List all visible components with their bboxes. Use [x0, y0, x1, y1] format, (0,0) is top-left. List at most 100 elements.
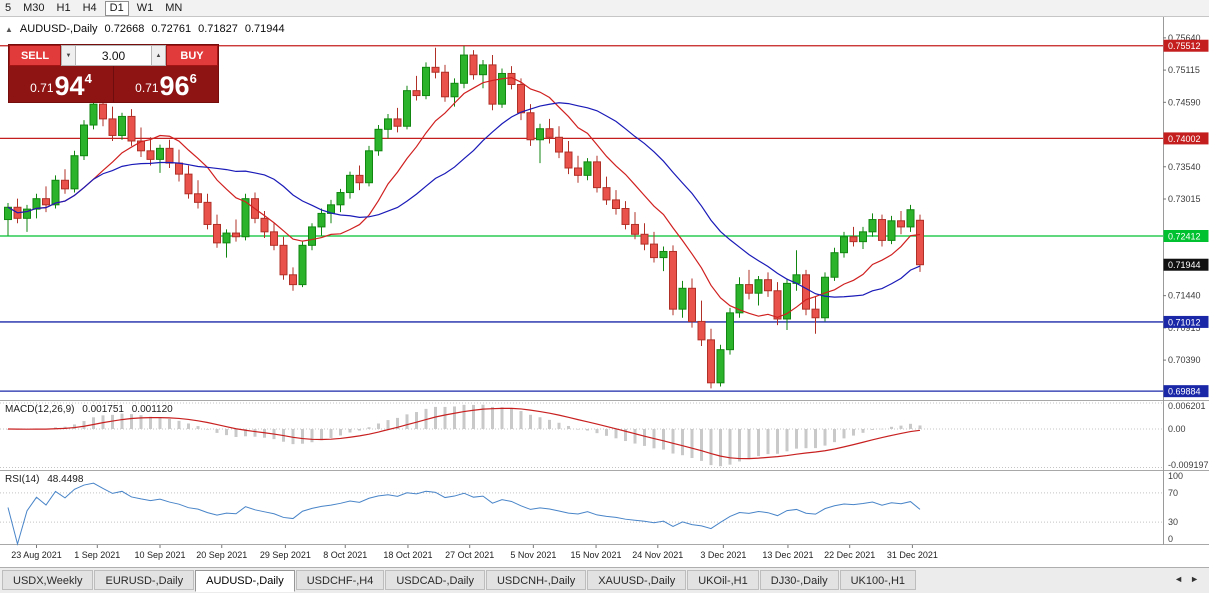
chart-frame [0, 17, 1209, 545]
tab-dj30-daily[interactable]: DJ30-,Daily [759, 570, 839, 590]
buy-price-pipette: 6 [189, 71, 197, 86]
chart-header: ▲ AUDUSD-,Daily 0.72668 0.72761 0.71827 … [5, 23, 285, 35]
timeframe-button-h4[interactable]: H4 [82, 1, 97, 14]
chart-symbol-label: AUDUSD-,Daily [19, 23, 98, 35]
macd-indicator-label: MACD(12,26,9) 0.001751 0.001120 [5, 404, 178, 415]
price-badge-0.75512[interactable]: 0.75512 [1163, 39, 1209, 52]
ohlc-open: 0.72668 [104, 23, 145, 35]
tab-xauusd-daily[interactable]: XAUUSD-,Daily [587, 570, 687, 590]
symbol-tabs: USDX,Weekly EURUSD-,Daily AUDUSD-,Daily USD… [0, 567, 1209, 593]
svg-text:30: 30 [1168, 517, 1178, 527]
tab-usdcnh-daily[interactable]: USDCNH-,Daily [485, 570, 587, 590]
timeframe-button-mn[interactable]: MN [165, 1, 183, 14]
buy-button[interactable]: BUY [166, 45, 218, 66]
sell-price-display[interactable]: 0.71 94 4 [9, 66, 114, 102]
svg-text:8 Oct 2021: 8 Oct 2021 [323, 550, 367, 560]
svg-text:0.71944: 0.71944 [1168, 260, 1201, 270]
svg-text:10 Sep 2021: 10 Sep 2021 [134, 550, 185, 560]
svg-text:0: 0 [1168, 534, 1173, 544]
date-axis: 23 Aug 2021 1 Sep 2021 10 Sep 2021 20 Sep 2… [11, 545, 938, 560]
tab-scroll-right-icon[interactable]: ► [1190, 574, 1199, 584]
rsi-value: 48.4498 [47, 474, 84, 485]
moving-averages [7, 77, 921, 319]
price-badge-0.71012[interactable]: 0.71012 [1163, 315, 1209, 328]
ohlc-low: 0.71827 [198, 23, 238, 35]
price-axis: 0.75640 0.75115 0.74590 0.73540 0.73015 0.714… [1163, 33, 1201, 365]
svg-text:27 Oct 2021: 27 Oct 2021 [445, 550, 494, 560]
volume-increase-icon[interactable]: ▲ [151, 45, 166, 66]
tab-scroll-arrows: ◄ ► [1174, 570, 1209, 584]
buy-price-prefix: 0.71 [135, 81, 159, 95]
svg-text:-0.009197: -0.009197 [1168, 460, 1209, 470]
chart-canvas[interactable]: 0.756400.751150.745900.735400.730150.714… [0, 0, 1209, 567]
svg-text:0.75512: 0.75512 [1168, 41, 1201, 51]
svg-text:5 Nov 2021: 5 Nov 2021 [510, 550, 556, 560]
tab-usdx-weekly[interactable]: USDX,Weekly [2, 570, 94, 590]
price-badge-0.71944[interactable]: 0.71944 [1163, 258, 1209, 271]
rsi-pane: 100 70 30 0 [0, 471, 1183, 546]
timeframe-button-m30[interactable]: M30 [23, 1, 45, 14]
sell-price-prefix: 0.71 [30, 81, 54, 95]
macd-title: MACD(12,26,9) [5, 404, 75, 415]
svg-text:0.75115: 0.75115 [1168, 65, 1200, 75]
candlestick-series [4, 45, 924, 389]
rsi-indicator-label: RSI(14) 48.4498 [5, 474, 88, 485]
tab-ukoil-h1[interactable]: UKOil-,H1 [687, 570, 759, 590]
macd-main-value: 0.001751 [82, 404, 124, 415]
buy-price-big-digits: 96 [159, 71, 190, 101]
svg-text:13 Dec 2021: 13 Dec 2021 [762, 550, 813, 560]
timeframe-button-5[interactable]: 5 [5, 1, 12, 14]
timeframe-button-d1[interactable]: D1 [104, 0, 129, 16]
tab-uk100-h1[interactable]: UK100-,H1 [839, 570, 917, 590]
svg-text:0.69884: 0.69884 [1168, 387, 1201, 397]
timeframe-button-w1[interactable]: W1 [136, 1, 154, 14]
svg-text:0.00: 0.00 [1168, 424, 1186, 434]
svg-text:3 Dec 2021: 3 Dec 2021 [700, 550, 746, 560]
sell-button[interactable]: SELL [9, 45, 61, 66]
ohlc-high: 0.72761 [151, 23, 192, 35]
svg-text:0.72412: 0.72412 [1168, 231, 1201, 241]
price-badges[interactable]: 0.75512 0.74002 0.72412 0.71012 0.69884 0.719… [1163, 39, 1209, 398]
collapse-chart-icon[interactable]: ▲ [5, 24, 13, 34]
macd-signal-value: 0.001120 [131, 404, 173, 415]
svg-text:1 Sep 2021: 1 Sep 2021 [74, 550, 120, 560]
tab-usdchf-h4[interactable]: USDCHF-,H4 [295, 570, 385, 590]
svg-text:18 Oct 2021: 18 Oct 2021 [383, 550, 432, 560]
svg-text:0.73540: 0.73540 [1168, 162, 1201, 172]
svg-text:0.71012: 0.71012 [1168, 317, 1201, 327]
tab-scroll-left-icon[interactable]: ◄ [1174, 574, 1184, 584]
svg-text:0.74590: 0.74590 [1168, 97, 1201, 107]
svg-text:24 Nov 2021: 24 Nov 2021 [632, 550, 683, 560]
timeframe-toolbar: 5 M30 H1 H4 D1 W1 MN [0, 0, 1209, 17]
rsi-line [7, 482, 921, 546]
svg-text:22 Dec 2021: 22 Dec 2021 [824, 550, 875, 560]
svg-text:0.006201: 0.006201 [1168, 401, 1206, 411]
svg-text:29 Sep 2021: 29 Sep 2021 [260, 550, 311, 560]
timeframe-button-h1[interactable]: H1 [56, 1, 71, 14]
one-click-trading-panel: SELL ▼ 3.00 ▲ BUY 0.71 94 4 0.71 96 6 [8, 44, 219, 103]
price-badge-0.69884[interactable]: 0.69884 [1163, 385, 1209, 398]
svg-text:20 Sep 2021: 20 Sep 2021 [196, 550, 247, 560]
price-badge-0.72412[interactable]: 0.72412 [1163, 229, 1209, 242]
macd-pane: 0.006201 0.00 -0.009197 [0, 401, 1209, 470]
price-badge-0.74002[interactable]: 0.74002 [1163, 132, 1209, 145]
svg-text:0.71440: 0.71440 [1168, 291, 1201, 301]
ohlc-close: 0.71944 [244, 23, 285, 35]
svg-text:0.75640: 0.75640 [1168, 33, 1201, 43]
svg-text:70: 70 [1168, 488, 1178, 498]
svg-text:0.70390: 0.70390 [1168, 355, 1201, 365]
tab-usdcad-daily[interactable]: USDCAD-,Daily [385, 570, 485, 590]
sell-price-big-digits: 94 [54, 71, 85, 101]
buy-price-display[interactable]: 0.71 96 6 [114, 66, 218, 102]
volume-input[interactable]: 3.00 [76, 45, 151, 66]
svg-text:100: 100 [1168, 471, 1183, 481]
tab-eurusd-daily[interactable]: EURUSD-,Daily [94, 570, 195, 590]
rsi-title: RSI(14) [5, 474, 40, 485]
svg-text:0.74002: 0.74002 [1168, 134, 1201, 144]
tab-audusd-daily[interactable]: AUDUSD-,Daily [195, 570, 295, 592]
macd-signal-line [7, 407, 921, 460]
volume-decrease-icon[interactable]: ▼ [61, 45, 76, 66]
sell-price-pipette: 4 [84, 71, 92, 86]
svg-text:31 Dec 2021: 31 Dec 2021 [887, 550, 938, 560]
